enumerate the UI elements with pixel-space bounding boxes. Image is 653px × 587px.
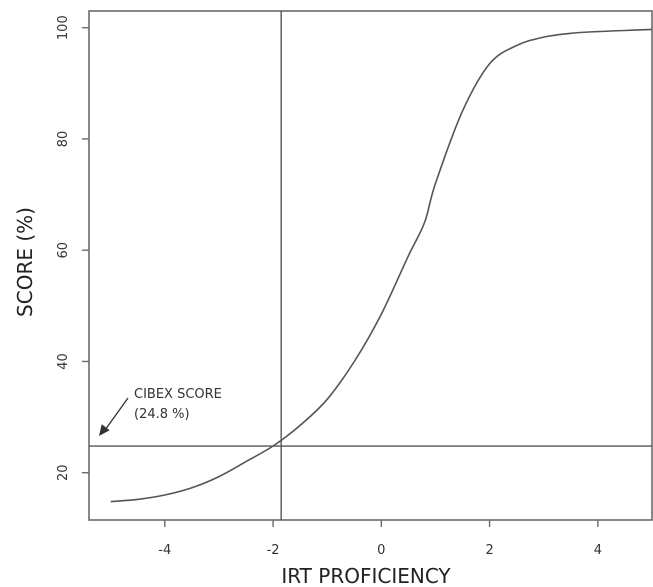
x-tick-label: 4 [594,543,602,558]
y-tick-label: 80 [56,131,71,148]
y-tick-label: 40 [56,353,71,370]
annotation-line-2: (24.8 %) [134,407,190,422]
plot-frame [88,10,653,521]
x-axis-label: IRT PROFICIENCY [281,564,451,587]
x-tick-label: 2 [485,543,493,558]
x-tick-label: 0 [377,543,385,558]
reference-lines [89,11,652,520]
y-ticks: 20 40 60 80 100 [56,15,89,481]
annotation-arrow-head [99,424,110,437]
x-ticks: -4 -2 0 2 4 [158,520,602,558]
score-curve [110,28,653,503]
axes [88,10,653,521]
y-tick-label: 20 [56,464,71,481]
annotation-line-1: CIBEX SCORE [134,387,222,402]
y-tick-label: 60 [56,242,71,259]
y-tick-label: 100 [56,15,71,40]
annotation-arrow [104,397,129,431]
x-tick-label: -4 [158,543,171,558]
annotation: CIBEX SCORE (24.8 %) [99,387,222,437]
series [110,28,653,503]
y-axis-label: SCORE (%) [13,207,37,317]
x-tick-label: -2 [267,543,280,558]
